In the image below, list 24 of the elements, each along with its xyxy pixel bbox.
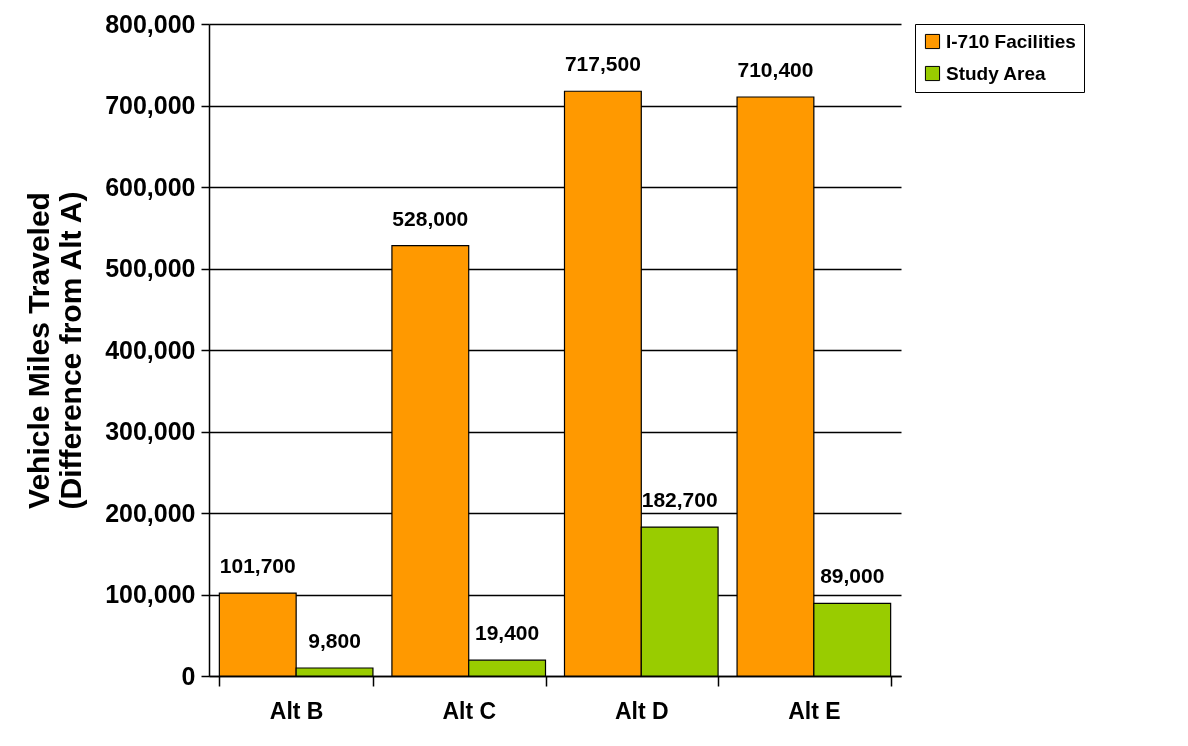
y-axis-title: Vehicle Miles Traveled (Difference from Alt A) [22,191,88,510]
data-label: 9,800 [308,629,361,653]
x-tick-label: Alt E [788,697,841,724]
y-tick-label: 400,000 [105,335,196,364]
legend-label: I-710 Facilities [946,30,1076,52]
y-tick-label: 800,000 [105,9,196,38]
y-tick-label: 700,000 [105,91,196,119]
legend-label: Study Area [946,62,1047,84]
y-tick-label: 600,000 [105,172,196,201]
x-tick-label: Alt D [614,697,669,724]
y-tick-label: 300,000 [105,417,196,445]
y-tick-label: 200,000 [105,498,196,527]
data-label: 101,700 [219,554,296,578]
y-tick-label: 500,000 [105,254,196,282]
data-label: 182,700 [641,488,718,512]
y-tick-label: 100,000 [105,580,196,608]
data-label: 710,400 [737,58,814,82]
x-tick-label: Alt B [269,697,324,724]
data-label: 19,400 [475,621,540,645]
data-label: 528,000 [392,206,469,230]
x-tick-label: Alt C [442,697,497,724]
data-label: 89,000 [820,564,885,588]
y-tick-label: 0 [181,661,196,690]
data-label: 717,500 [564,52,641,76]
